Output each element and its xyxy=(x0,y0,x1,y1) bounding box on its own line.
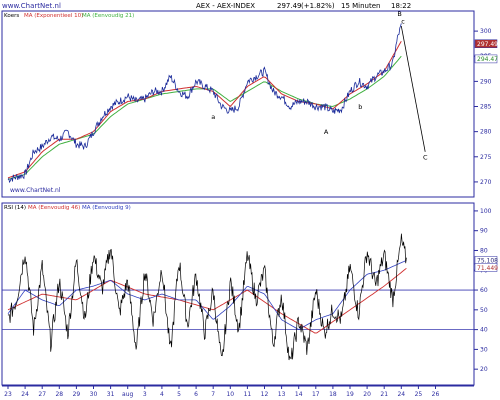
rsi-y-tick-label: 20 xyxy=(480,366,488,373)
x-tick-label: 14 xyxy=(295,391,303,398)
price-y-tick-label: 290 xyxy=(480,78,492,85)
wave-label: C xyxy=(423,153,428,161)
price-line xyxy=(7,23,402,184)
wave-label: A xyxy=(324,128,329,136)
x-tick-label: 7 xyxy=(211,391,215,398)
price-y-axis: 270275280285290295300 xyxy=(474,28,492,186)
x-tick-label: 27 xyxy=(38,391,46,398)
x-tick-label: 23 xyxy=(4,391,12,398)
x-tick-label: 5 xyxy=(177,391,181,398)
price-tag: 297.49 xyxy=(477,41,498,48)
price-series xyxy=(7,23,426,184)
wave-label: b xyxy=(358,103,362,111)
wave-label: a xyxy=(211,113,215,121)
ma-tag-box xyxy=(474,54,498,64)
wave-label: c xyxy=(401,18,405,26)
x-tick-label: 24 xyxy=(397,391,405,398)
x-tick-label: 6 xyxy=(194,391,198,398)
x-tick-label: 11 xyxy=(244,391,252,398)
site-name: www.ChartNet.nl xyxy=(2,2,61,10)
rsi-y-tick-label: 30 xyxy=(480,346,488,353)
price-legend: Koers MA (Exponentieel 10) MA (Eenvoudig… xyxy=(4,13,134,19)
legend-ema10: MA (Exponentieel 10) xyxy=(24,13,83,19)
rsi-y-tick-label: 50 xyxy=(480,307,488,314)
rsi-y-tick-label: 100 xyxy=(480,208,492,215)
x-tick-label: 24 xyxy=(21,391,29,398)
x-tick-label: 21 xyxy=(380,391,388,398)
price-y-tick-label: 285 xyxy=(480,104,492,111)
rsi-tag: 75.108 xyxy=(477,258,498,265)
ma-tag: 294.47 xyxy=(477,56,498,63)
legend-koers: Koers xyxy=(4,13,19,19)
rsi-series xyxy=(7,233,407,361)
x-tick-label: 31 xyxy=(107,391,115,398)
x-tick-label: 25 xyxy=(415,391,423,398)
wave-label: B xyxy=(397,10,401,18)
instrument-title: AEX - AEX-INDEX xyxy=(196,2,255,10)
watermark: www.ChartNet.nl xyxy=(10,187,61,194)
x-tick-label: 4 xyxy=(160,391,164,398)
x-tick-label: 10 xyxy=(226,391,234,398)
price-y-tick-label: 280 xyxy=(480,129,492,136)
rsi-y-tick-label: 80 xyxy=(480,247,488,254)
price-y-tick-label: 270 xyxy=(480,179,492,186)
x-tick-label: 19 xyxy=(346,391,354,398)
x-tick-label: 20 xyxy=(363,391,371,398)
rsi-legend: RSI (14) MA (Eenvoudig 46) MA (Eenvoudig… xyxy=(4,205,131,211)
wave-labels: a Ab Bc C xyxy=(211,10,428,161)
price-panel xyxy=(1,10,475,198)
x-tick-label: 18 xyxy=(329,391,337,398)
legend-rsi-ma9: MA (Eenvoudig 9) xyxy=(82,205,131,211)
x-tick-label: 26 xyxy=(432,391,440,398)
rsi-y-tick-label: 60 xyxy=(480,287,488,294)
x-tick-label: 30 xyxy=(90,391,98,398)
rsi-ma46-line xyxy=(7,267,407,334)
x-axis: 23 24 27 28 29 30 31 aug 3 4 5 6 7 10 11 12 13 14 17 18 19 20… xyxy=(2,385,474,398)
price-tag-box xyxy=(474,39,498,48)
legend-rsi: RSI (14) xyxy=(4,205,26,211)
time: 18:22 xyxy=(391,2,411,10)
legend-sma21: MA (Eenvoudig 21) xyxy=(82,13,134,19)
x-tick-label: 13 xyxy=(278,391,286,398)
last-price: 297.49 xyxy=(277,2,302,10)
price-y-tick-label: 300 xyxy=(480,28,492,35)
price-y-tick-label: 275 xyxy=(480,154,492,161)
rsi-y-tick-label: 90 xyxy=(480,228,488,235)
rsi-ma-tag-box xyxy=(474,263,498,272)
rsi-line xyxy=(7,233,407,361)
interval: 15 Minuten xyxy=(341,2,380,10)
x-tick-label: 29 xyxy=(73,391,81,398)
x-tick-label: aug xyxy=(122,391,133,398)
x-tick-label: 12 xyxy=(261,391,269,398)
rsi-y-tick-label: 40 xyxy=(480,327,488,334)
price-change: (+1.82%) xyxy=(301,2,335,10)
header-info: AEX - AEX-INDEX 297.49 (+1.82%) 15 Minut… xyxy=(196,2,411,10)
rsi-ma-tag: 71.449 xyxy=(477,265,498,272)
x-tick-label: 17 xyxy=(312,391,320,398)
legend-rsi-ma46: MA (Eenvoudig 46) xyxy=(28,205,80,211)
projection-line xyxy=(400,26,426,152)
x-tick-label: 3 xyxy=(143,391,147,398)
x-tick-label: 28 xyxy=(55,391,63,398)
rsi-ma9-line xyxy=(7,260,407,330)
